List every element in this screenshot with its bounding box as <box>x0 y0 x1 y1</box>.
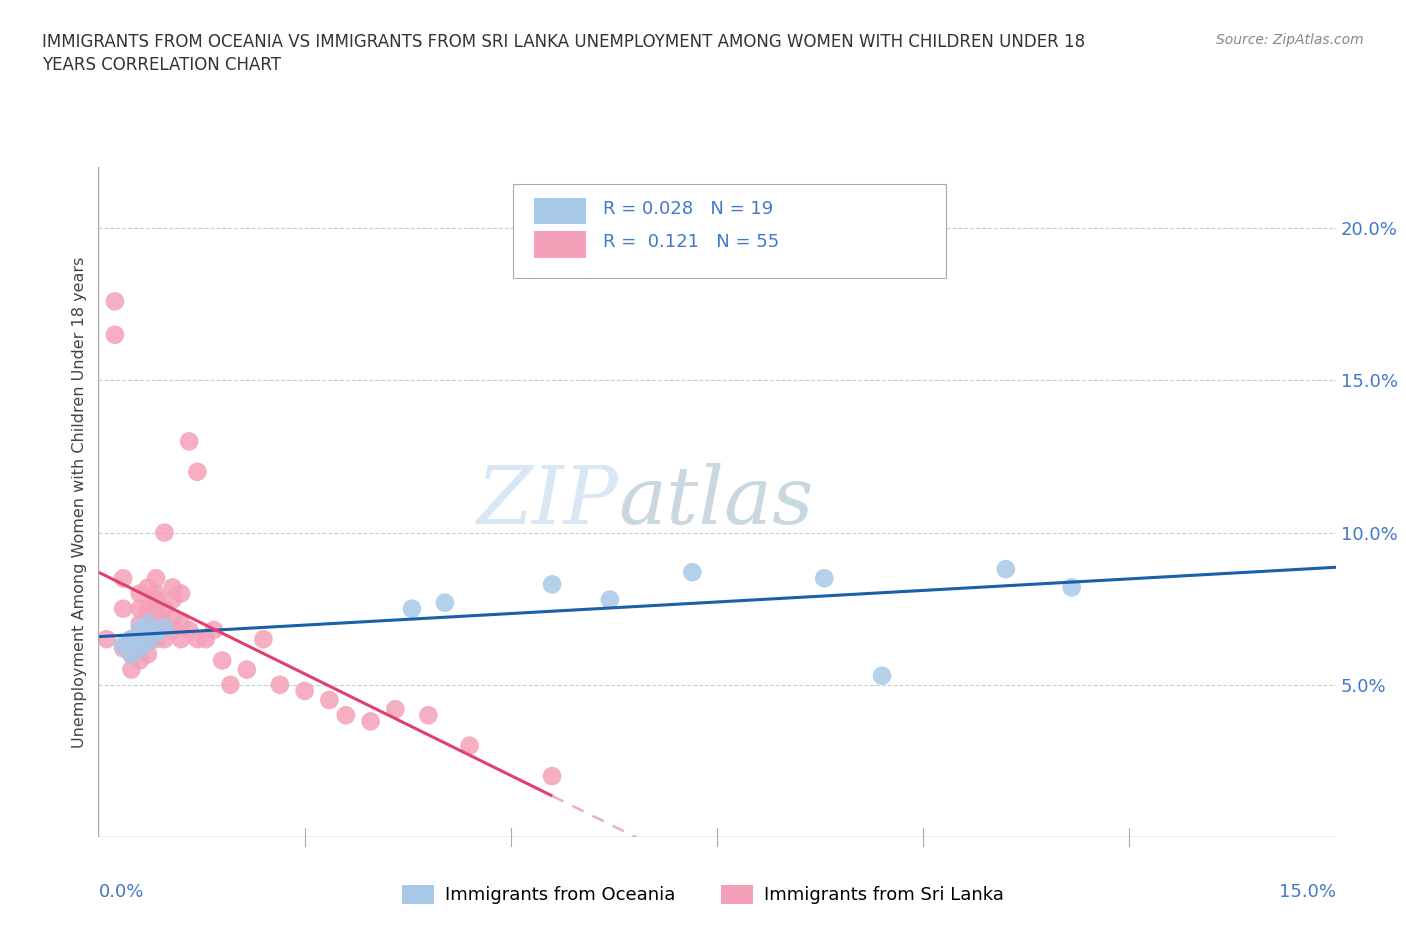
Point <box>145 626 167 641</box>
Point <box>294 684 316 698</box>
Point <box>136 602 159 617</box>
Point <box>458 738 481 753</box>
Point <box>236 662 259 677</box>
Point <box>145 617 167 631</box>
FancyBboxPatch shape <box>534 231 586 258</box>
Point <box>186 631 208 646</box>
Point <box>252 631 274 646</box>
Point <box>104 294 127 309</box>
Text: R = 0.028   N = 19: R = 0.028 N = 19 <box>603 200 773 218</box>
Text: ZIP: ZIP <box>477 463 619 541</box>
Point <box>112 638 135 653</box>
FancyBboxPatch shape <box>534 197 586 224</box>
Point <box>153 617 176 631</box>
Text: 15.0%: 15.0% <box>1278 883 1336 900</box>
Point <box>128 629 150 644</box>
Point <box>153 602 176 617</box>
Point <box>162 592 184 607</box>
Point <box>128 653 150 668</box>
Point <box>153 619 176 634</box>
Point <box>170 631 193 646</box>
Point <box>318 693 340 708</box>
Point <box>128 602 150 617</box>
Text: IMMIGRANTS FROM OCEANIA VS IMMIGRANTS FROM SRI LANKA UNEMPLOYMENT AMONG WOMEN WI: IMMIGRANTS FROM OCEANIA VS IMMIGRANTS FR… <box>42 33 1085 50</box>
Point <box>162 580 184 595</box>
Point <box>136 635 159 650</box>
Point <box>162 622 184 637</box>
Point <box>120 647 142 662</box>
Point <box>870 669 893 684</box>
Point <box>186 464 208 479</box>
Point <box>145 631 167 646</box>
FancyBboxPatch shape <box>513 184 946 278</box>
Point <box>104 327 127 342</box>
Point <box>145 586 167 601</box>
Point <box>128 586 150 601</box>
Point <box>153 525 176 540</box>
Point <box>120 662 142 677</box>
Point <box>194 631 217 646</box>
Point <box>335 708 357 723</box>
Point <box>128 638 150 653</box>
Text: 0.0%: 0.0% <box>98 883 143 900</box>
Point <box>128 641 150 656</box>
Point <box>541 769 564 784</box>
Point <box>202 622 225 637</box>
Point <box>170 617 193 631</box>
Point <box>120 631 142 646</box>
Point <box>994 562 1017 577</box>
Point <box>1060 580 1083 595</box>
Point <box>145 602 167 617</box>
Point <box>96 631 118 646</box>
Point <box>136 617 159 631</box>
Point <box>170 586 193 601</box>
Point <box>813 571 835 586</box>
Point <box>269 677 291 692</box>
Point <box>681 565 703 579</box>
Point <box>145 592 167 607</box>
Text: YEARS CORRELATION CHART: YEARS CORRELATION CHART <box>42 56 281 73</box>
Point <box>120 647 142 662</box>
Point <box>418 708 440 723</box>
Point <box>433 595 456 610</box>
Text: Source: ZipAtlas.com: Source: ZipAtlas.com <box>1216 33 1364 46</box>
Point <box>112 602 135 617</box>
Point <box>136 617 159 631</box>
Point <box>112 641 135 656</box>
Point <box>136 631 159 646</box>
Point <box>179 434 201 449</box>
Point <box>136 580 159 595</box>
Point <box>360 714 382 729</box>
Point <box>541 577 564 591</box>
Point <box>384 702 406 717</box>
Point <box>211 653 233 668</box>
Point <box>112 571 135 586</box>
Point <box>128 622 150 637</box>
Point <box>219 677 242 692</box>
Point <box>136 647 159 662</box>
Point <box>162 610 184 625</box>
Y-axis label: Unemployment Among Women with Children Under 18 years: Unemployment Among Women with Children U… <box>72 257 87 748</box>
Text: R =  0.121   N = 55: R = 0.121 N = 55 <box>603 233 779 251</box>
Point <box>401 602 423 617</box>
Text: atlas: atlas <box>619 463 814 541</box>
Point <box>120 631 142 646</box>
Point <box>128 617 150 631</box>
Legend: Immigrants from Oceania, Immigrants from Sri Lanka: Immigrants from Oceania, Immigrants from… <box>395 878 1011 911</box>
Point <box>179 622 201 637</box>
Point <box>145 571 167 586</box>
Point <box>153 631 176 646</box>
Point <box>599 592 621 607</box>
